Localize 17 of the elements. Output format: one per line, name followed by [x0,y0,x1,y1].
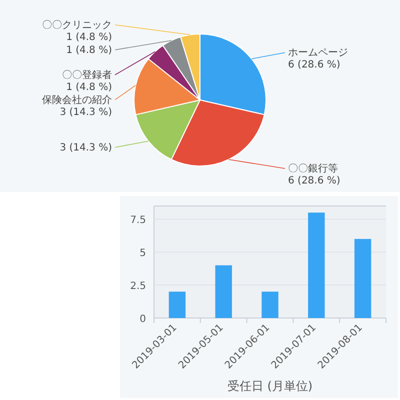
data-label: 1 (4.8 %) [66,44,112,56]
data-label: 3 (14.3 %) [60,142,112,154]
slice-label: 保険会社の紹介 [42,94,112,106]
data-label: 1 (4.8 %) [66,32,112,43]
slice-label: 〇〇登録者 [62,68,112,81]
data-label: 3 (14.3 %) [60,106,112,118]
data-label: 6 (28.6 %) [288,175,340,186]
y-tick-label: 7.5 [130,215,146,226]
data-label: 6 (28.6 %) [288,60,340,71]
y-tick-label: 2.5 [130,281,146,292]
x-axis-title: 受任日 (月単位) [227,379,313,393]
slice-label: ホームページ [288,48,348,59]
y-tick-label: 5 [140,248,146,260]
y-tick-label: 0 [140,314,146,325]
slice-label: 〇〇銀行等 [288,162,338,174]
slice-label: 〇〇クリニック [42,20,112,31]
data-label: 1 (4.8 %) [66,82,112,93]
